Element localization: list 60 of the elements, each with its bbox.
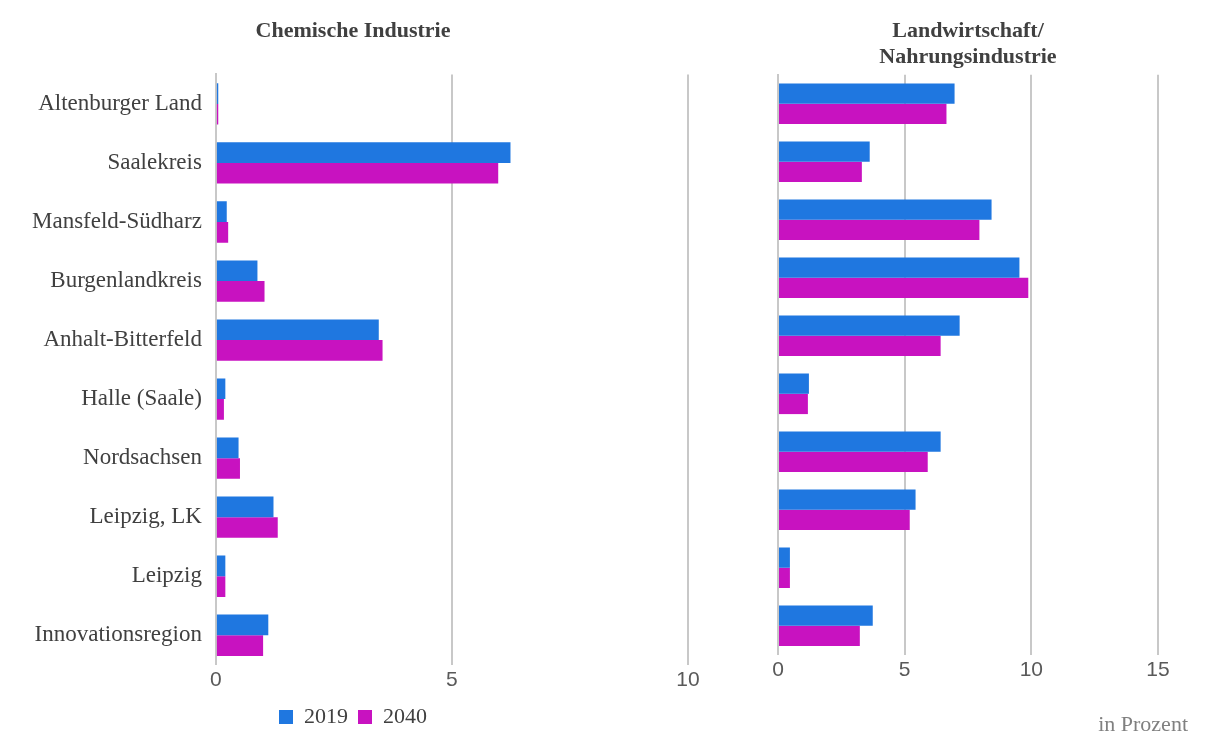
bar bbox=[216, 162, 499, 184]
bar bbox=[216, 222, 229, 243]
bar bbox=[779, 277, 1029, 299]
bar bbox=[779, 547, 790, 568]
legend-label: 2019 bbox=[304, 702, 348, 728]
bar bbox=[779, 83, 955, 104]
y-tick-label: Halle (Saale) bbox=[81, 385, 202, 411]
bar bbox=[216, 340, 383, 361]
x-tick-label: 0 bbox=[772, 657, 784, 681]
bar bbox=[779, 199, 992, 220]
bar bbox=[216, 517, 278, 538]
bar bbox=[216, 614, 269, 636]
bar bbox=[779, 451, 928, 473]
legend-label: 2040 bbox=[383, 702, 427, 728]
bar bbox=[779, 567, 790, 589]
bar bbox=[779, 489, 916, 510]
bar bbox=[779, 103, 947, 125]
bar bbox=[216, 555, 226, 577]
y-tick-label: Anhalt-Bitterfeld bbox=[43, 326, 203, 352]
x-tick-label: 5 bbox=[446, 667, 458, 691]
bar bbox=[216, 201, 227, 222]
y-tick-label: Mansfeld-Südharz bbox=[31, 208, 202, 234]
bar bbox=[216, 458, 240, 479]
bar bbox=[779, 431, 941, 452]
x-tick-label: 10 bbox=[1019, 657, 1044, 681]
bar bbox=[779, 161, 862, 183]
y-tick-label: Saalekreis bbox=[107, 149, 202, 175]
bar bbox=[779, 625, 860, 647]
bar bbox=[779, 373, 809, 394]
y-tick-label: Innovationsregion bbox=[34, 621, 203, 647]
text: in Prozent bbox=[1098, 710, 1188, 736]
bar bbox=[216, 496, 274, 518]
y-tick-label: Burgenlandkreis bbox=[50, 267, 202, 293]
y-tick-label: Leipzig, LK bbox=[89, 503, 203, 529]
bar bbox=[216, 319, 379, 341]
bar bbox=[216, 437, 239, 459]
y-tick-label: Altenburger Land bbox=[38, 89, 203, 115]
bar bbox=[779, 219, 980, 241]
bar bbox=[216, 260, 258, 282]
bar bbox=[779, 605, 873, 626]
bar bbox=[216, 281, 265, 302]
x-tick-label: 5 bbox=[898, 657, 911, 681]
bar bbox=[779, 393, 808, 415]
bar bbox=[216, 635, 264, 656]
bar bbox=[216, 576, 226, 597]
y-tick-label: Nordsachsen bbox=[83, 444, 203, 470]
bar bbox=[216, 142, 511, 163]
x-tick-label: 0 bbox=[210, 667, 222, 691]
x-tick-label: 10 bbox=[676, 667, 700, 691]
y-tick-label: Leipzig bbox=[131, 562, 203, 588]
chart-title: Landwirtschaft/ Nahrungsindustrie bbox=[879, 16, 1057, 69]
bar bbox=[779, 509, 910, 531]
chart-title: Chemische Industrie bbox=[255, 16, 451, 42]
bar bbox=[779, 315, 960, 336]
bar bbox=[779, 257, 1020, 278]
bar bbox=[216, 399, 224, 420]
bar bbox=[216, 378, 226, 400]
x-tick-label: 15 bbox=[1146, 657, 1170, 681]
bar bbox=[779, 335, 941, 357]
bar bbox=[779, 141, 870, 162]
